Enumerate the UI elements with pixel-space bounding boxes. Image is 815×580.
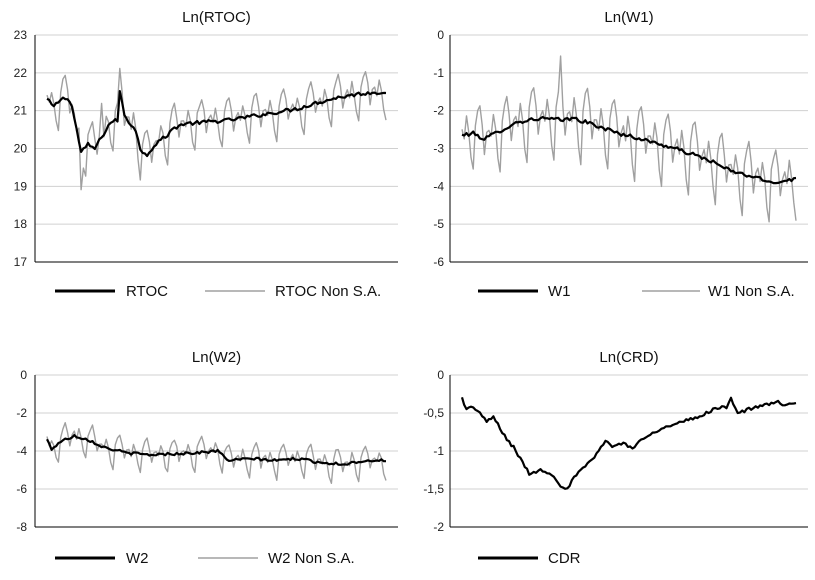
- y-tick-label: 20: [14, 142, 28, 156]
- y-tick-label: 18: [14, 217, 28, 231]
- series-line-adjusted: [46, 89, 387, 158]
- y-tick-label: -0,5: [423, 406, 444, 420]
- y-tick-label: -2: [433, 104, 444, 118]
- series-line-non-sa: [46, 67, 387, 191]
- y-tick-label: 22: [14, 66, 28, 80]
- series-line-non-sa: [46, 422, 387, 484]
- y-tick-label: 17: [14, 255, 28, 269]
- y-tick-label: -4: [433, 179, 444, 193]
- y-tick-label: -2: [433, 520, 444, 534]
- series-line-adjusted: [460, 396, 797, 490]
- y-tick-label: -6: [433, 255, 444, 269]
- y-tick-label: -4: [16, 444, 27, 458]
- y-tick-label: 19: [14, 179, 28, 193]
- y-tick-label: -8: [16, 520, 27, 534]
- y-tick-label: -3: [433, 142, 444, 156]
- legend-label: CDR: [548, 550, 581, 567]
- legend-label: RTOC: [126, 283, 168, 300]
- legend-label: RTOC Non S.A.: [275, 283, 381, 300]
- chart-panel-4: -2 -1,5 -1 -0,5 0 Ln(CRD) CDR: [423, 349, 808, 567]
- chart-panel-2: -6 -5 -4 -3 -2 -1 0 Ln(W1) W1 W1 Non S.A.: [433, 9, 808, 300]
- series-line-non-sa: [461, 55, 797, 223]
- y-tick-label: 0: [20, 368, 27, 382]
- legend-label: W1: [548, 283, 571, 300]
- legend-label: W2: [126, 550, 149, 567]
- chart-panel-3: -8 -6 -4 -2 0 Ln(W2) W2 W2 Non S.A.: [16, 349, 398, 567]
- y-tick-label: 21: [14, 104, 28, 118]
- legend-label: W1 Non S.A.: [708, 283, 795, 300]
- y-tick-label: -5: [433, 217, 444, 231]
- chart-title: Ln(CRD): [599, 349, 658, 366]
- series-line-adjusted: [461, 115, 797, 185]
- y-tick-label: -2: [16, 406, 27, 420]
- chart-title: Ln(W1): [604, 9, 653, 26]
- y-tick-label: -1: [433, 444, 444, 458]
- y-tick-label: -1,5: [423, 482, 444, 496]
- y-tick-label: -6: [16, 482, 27, 496]
- y-tick-label: 0: [437, 28, 444, 42]
- y-tick-label: 0: [437, 368, 444, 382]
- chart-panel-1: 17 18 19 20 21 22 23 Ln(RTOC) RTOC RTOC Non S.A.: [14, 9, 398, 300]
- series-line-adjusted: [46, 434, 386, 466]
- y-tick-label: -1: [433, 66, 444, 80]
- y-tick-label: 23: [14, 28, 28, 42]
- chart-title: Ln(RTOC): [182, 9, 251, 26]
- legend-label: W2 Non S.A.: [268, 550, 355, 567]
- chart-title: Ln(W2): [192, 349, 241, 366]
